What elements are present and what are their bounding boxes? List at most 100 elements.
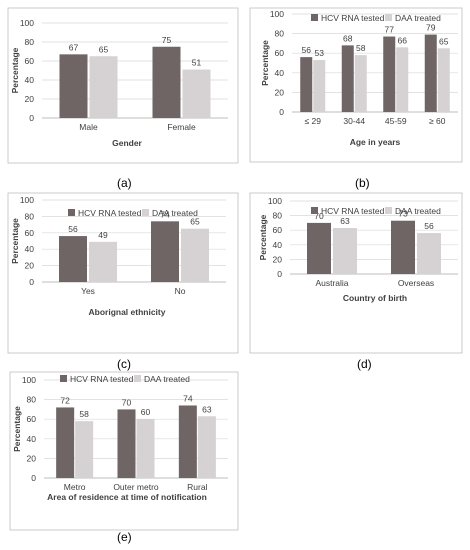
y-tick-label: 40 — [275, 68, 285, 78]
data-label: 60 — [141, 407, 151, 417]
bar-hcv-rna-tested — [383, 36, 396, 112]
data-label: 67 — [69, 42, 79, 52]
legend: HCV RNA tested DAA treated — [68, 208, 198, 218]
bar-hcv-rna-tested — [56, 407, 75, 478]
legend-label-daa-treated: DAA treated — [144, 374, 190, 384]
bar-daa-treated — [437, 48, 450, 112]
y-tick-label: 100 — [268, 196, 282, 206]
legend: HCV RNA tested DAA treated — [311, 206, 441, 216]
data-label: 63 — [340, 216, 350, 226]
bar-hcv-rna-tested — [300, 57, 313, 112]
x-axis-title: Aborignal ethnicity — [89, 307, 166, 317]
bar-hcv-rna-tested — [117, 409, 136, 478]
panel-tag: (b) — [355, 176, 370, 190]
bar-daa-treated — [182, 69, 211, 118]
data-label: 58 — [356, 43, 366, 53]
data-label: 75 — [162, 35, 172, 45]
x-tick-label: Rural — [187, 482, 207, 492]
data-label: 66 — [398, 35, 408, 45]
data-label: 74 — [183, 393, 193, 403]
data-label: 56 — [302, 45, 312, 55]
bar-hcv-rna-tested — [59, 236, 87, 282]
y-tick-label: 80 — [25, 211, 35, 221]
data-label: 74 — [160, 209, 170, 219]
y-tick-label: 20 — [25, 94, 35, 104]
data-label: 79 — [426, 23, 436, 33]
data-label: 58 — [79, 409, 89, 419]
x-axis-title: Area of residence at time of notificatio… — [47, 492, 207, 502]
legend-swatch-daa-treated — [134, 375, 141, 382]
y-tick-label: 40 — [27, 434, 37, 444]
bar-daa-treated — [354, 55, 367, 112]
bar-daa-treated — [396, 47, 409, 112]
x-tick-label: Australia — [315, 278, 348, 288]
data-label: 72 — [60, 395, 70, 405]
x-tick-label: Metro — [64, 482, 86, 492]
y-axis-title: Percentage — [10, 218, 20, 264]
y-tick-label: 60 — [27, 414, 37, 424]
y-tick-label: 40 — [25, 75, 35, 85]
bar-daa-treated — [333, 228, 357, 274]
data-label: 65 — [99, 44, 109, 54]
x-tick-label: Male — [79, 122, 98, 132]
data-label: 73 — [398, 209, 408, 219]
data-label: 63 — [202, 404, 212, 414]
legend-swatch-daa-treated — [385, 207, 392, 214]
y-tick-label: 20 — [275, 87, 285, 97]
panel-tag: (d) — [357, 357, 372, 371]
legend-label-hcv-rna-tested: HCV RNA tested — [70, 374, 134, 384]
bar-hcv-rna-tested — [424, 34, 437, 112]
bar-daa-treated — [197, 416, 216, 478]
y-tick-label: 100 — [22, 375, 36, 385]
data-label: 49 — [98, 230, 108, 240]
y-tick-label: 60 — [275, 48, 285, 58]
legend-label-hcv-rna-tested: HCV RNA tested — [78, 208, 142, 218]
y-tick-label: 80 — [275, 29, 285, 39]
y-tick-label: 20 — [273, 254, 283, 264]
x-tick-label: Overseas — [398, 278, 434, 288]
chart-panel-2: 0 20 40 60 80 100 Percentage 56 49 Yes 74 65 No Abori… — [7, 192, 239, 354]
bar-hcv-rna-tested — [391, 220, 415, 274]
bar-daa-treated — [89, 56, 118, 118]
panel-tag: (a) — [117, 176, 132, 190]
y-tick-label: 60 — [273, 225, 283, 235]
bar-hcv-rna-tested — [178, 405, 197, 478]
x-axis-title: Gender — [112, 138, 142, 148]
x-tick-label: Female — [167, 122, 196, 132]
x-axis-title: Age in years — [350, 137, 401, 147]
x-axis-title: Country of birth — [343, 293, 407, 303]
legend-label-hcv-rna-tested: HCV RNA tested — [321, 13, 385, 23]
y-tick-label: 20 — [27, 453, 37, 463]
x-tick-label: 45-59 — [385, 116, 407, 126]
data-label: 51 — [192, 58, 202, 68]
y-tick-label: 40 — [25, 244, 35, 254]
bar-hcv-rna-tested — [341, 45, 354, 112]
x-tick-label: ≥ 60 — [429, 116, 446, 126]
y-axis-title: Percentage — [260, 40, 270, 86]
legend-swatch-daa-treated — [142, 209, 149, 216]
data-label: 77 — [385, 25, 395, 35]
y-tick-label: 60 — [25, 56, 35, 66]
legend-swatch-daa-treated — [385, 14, 392, 21]
y-tick-label: 0 — [29, 277, 34, 287]
bar-daa-treated — [75, 421, 94, 478]
y-axis-title: Percentage — [12, 406, 22, 452]
bar-daa-treated — [313, 60, 326, 112]
bar-daa-treated — [181, 228, 209, 282]
legend-swatch-hcv-rna-tested — [68, 209, 75, 216]
y-tick-label: 0 — [29, 113, 34, 123]
data-label: 68 — [343, 33, 353, 43]
y-tick-label: 80 — [27, 395, 37, 405]
data-label: 65 — [439, 36, 449, 46]
y-axis-title: Percentage — [10, 47, 20, 93]
data-label: 53 — [315, 48, 325, 58]
x-tick-label: Outer metro — [113, 482, 159, 492]
y-tick-label: 100 — [270, 9, 284, 19]
legend: HCV RNA tested DAA treated — [311, 13, 441, 23]
x-tick-label: Yes — [81, 286, 95, 296]
legend-swatch-hcv-rna-tested — [311, 14, 318, 21]
bar-hcv-rna-tested — [59, 54, 88, 118]
legend-label-daa-treated: DAA treated — [152, 208, 198, 218]
chart-panel-4: 0 20 40 60 80 100 Percentage 72 58 Metro 70 60 Outer… — [9, 371, 239, 531]
